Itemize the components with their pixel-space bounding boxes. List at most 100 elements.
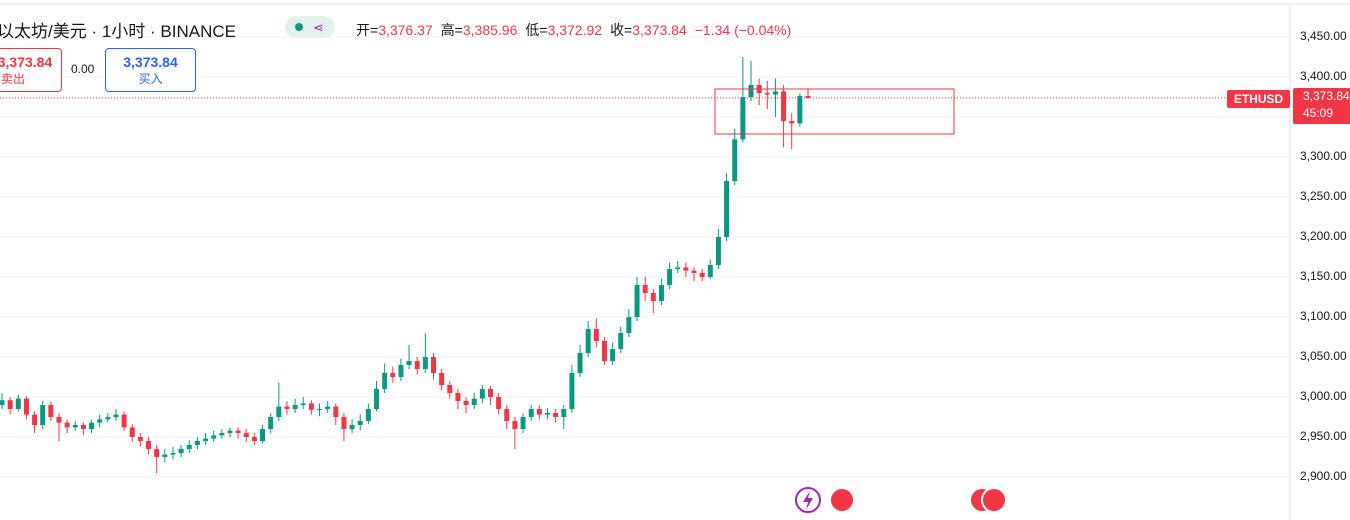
candle-body <box>618 333 624 349</box>
candle-body <box>414 361 420 369</box>
candle-body <box>463 401 469 405</box>
candle-body <box>276 406 282 417</box>
candle-body <box>553 413 559 417</box>
candle-body <box>308 403 314 410</box>
candle-body <box>675 267 681 269</box>
candle-body <box>471 398 477 405</box>
candle-body <box>789 121 795 124</box>
candle-body <box>178 449 184 453</box>
candle-body <box>390 373 396 377</box>
candle-body <box>422 357 428 369</box>
ohlc-label: 开= <box>356 22 379 38</box>
candle-body <box>740 97 746 140</box>
candle-body <box>317 409 323 410</box>
candle-body <box>227 430 233 433</box>
rectangle-drawing[interactable] <box>714 88 955 135</box>
event-icon[interactable] <box>829 487 855 513</box>
candle-body <box>439 373 445 385</box>
candle-body <box>349 425 355 429</box>
sell-button[interactable]: 3,373.84 卖出 <box>0 48 62 92</box>
price-tag: 3,373.84 45:09 <box>1293 88 1350 124</box>
candle-body <box>569 373 575 409</box>
candle-body <box>487 389 493 397</box>
ohlc-label: 低= <box>525 22 548 38</box>
candle-body <box>186 445 192 449</box>
candle-body <box>341 417 347 429</box>
candle-body <box>626 317 632 333</box>
share-icon: ⋖ <box>313 20 324 35</box>
ohlc-value: 3,372.92 <box>547 22 603 38</box>
price-tag-countdown: 45:09 <box>1303 106 1334 120</box>
candle-body <box>455 393 461 401</box>
candle-body <box>479 389 485 399</box>
candle-body <box>137 437 143 441</box>
buy-price: 3,373.84 <box>123 54 178 70</box>
candle-body <box>374 389 380 409</box>
candle-body <box>536 409 542 415</box>
candle-body <box>496 397 502 409</box>
candle-body <box>97 419 103 423</box>
candle-body <box>691 270 697 273</box>
candle-body <box>32 414 38 425</box>
candle-body <box>325 406 331 409</box>
candle-body <box>504 409 510 421</box>
y-tick-label: 3,050.00 <box>1300 349 1347 363</box>
candle-body <box>80 425 86 429</box>
candle-body <box>382 373 388 389</box>
price-tag-price: 3,373.84 <box>1303 89 1350 103</box>
candle-body <box>764 93 770 95</box>
buy-button[interactable]: 3,373.84 买入 <box>105 48 196 92</box>
candle-body <box>357 421 363 425</box>
candle-body <box>203 438 209 441</box>
candle-body <box>292 405 298 409</box>
candle-body <box>797 95 803 124</box>
y-tick-label: 3,450.00 <box>1300 29 1347 43</box>
candle-body <box>805 95 811 98</box>
candle-body <box>146 441 152 449</box>
candle-body <box>585 329 591 353</box>
y-tick-label: 2,950.00 <box>1300 429 1347 443</box>
ohlc-value: 3,373.84 <box>632 22 687 38</box>
candle-body <box>121 414 127 428</box>
candle-body <box>398 365 404 377</box>
candle-body <box>520 417 526 429</box>
candle-body <box>154 449 160 457</box>
candle-body <box>772 91 778 95</box>
candle-body <box>732 139 738 181</box>
candle-body <box>544 413 550 415</box>
status-dot <box>295 23 303 31</box>
candle-body <box>129 427 135 437</box>
candle-body <box>300 403 306 405</box>
candle-body <box>430 357 436 373</box>
candle-body <box>699 273 705 277</box>
candle-body <box>601 341 607 361</box>
candle-body <box>211 435 217 439</box>
candle-body <box>219 433 225 436</box>
candle-body <box>333 406 339 417</box>
candle-body <box>235 430 241 433</box>
candle-body <box>64 422 70 428</box>
event-icon[interactable] <box>981 487 1007 513</box>
y-tick-label: 3,400.00 <box>1300 69 1347 83</box>
candle-body <box>447 385 453 393</box>
sell-label: 卖出 <box>1 72 26 86</box>
candle-body <box>650 293 656 301</box>
candle-body <box>260 429 266 441</box>
candle-body <box>89 422 95 429</box>
candle-body <box>406 361 412 365</box>
buy-label: 买入 <box>138 72 163 86</box>
change-value: −1.34 (−0.04%) <box>694 22 792 38</box>
candle-body <box>15 398 21 409</box>
candle-body <box>577 353 583 373</box>
candle-body <box>23 398 29 415</box>
spread: 0.00 <box>71 62 95 76</box>
y-tick-label: 3,150.00 <box>1300 269 1347 283</box>
candle-body <box>48 405 54 417</box>
status-pill[interactable]: ⋖ <box>285 16 335 38</box>
candle-body <box>561 409 567 417</box>
ohlc-label: 高= <box>440 22 463 38</box>
ohlc-legend: 开=3,376.37 高=3,385.96 低=3,372.92 收=3,373.84… <box>356 20 799 40</box>
candle-body <box>715 237 721 265</box>
